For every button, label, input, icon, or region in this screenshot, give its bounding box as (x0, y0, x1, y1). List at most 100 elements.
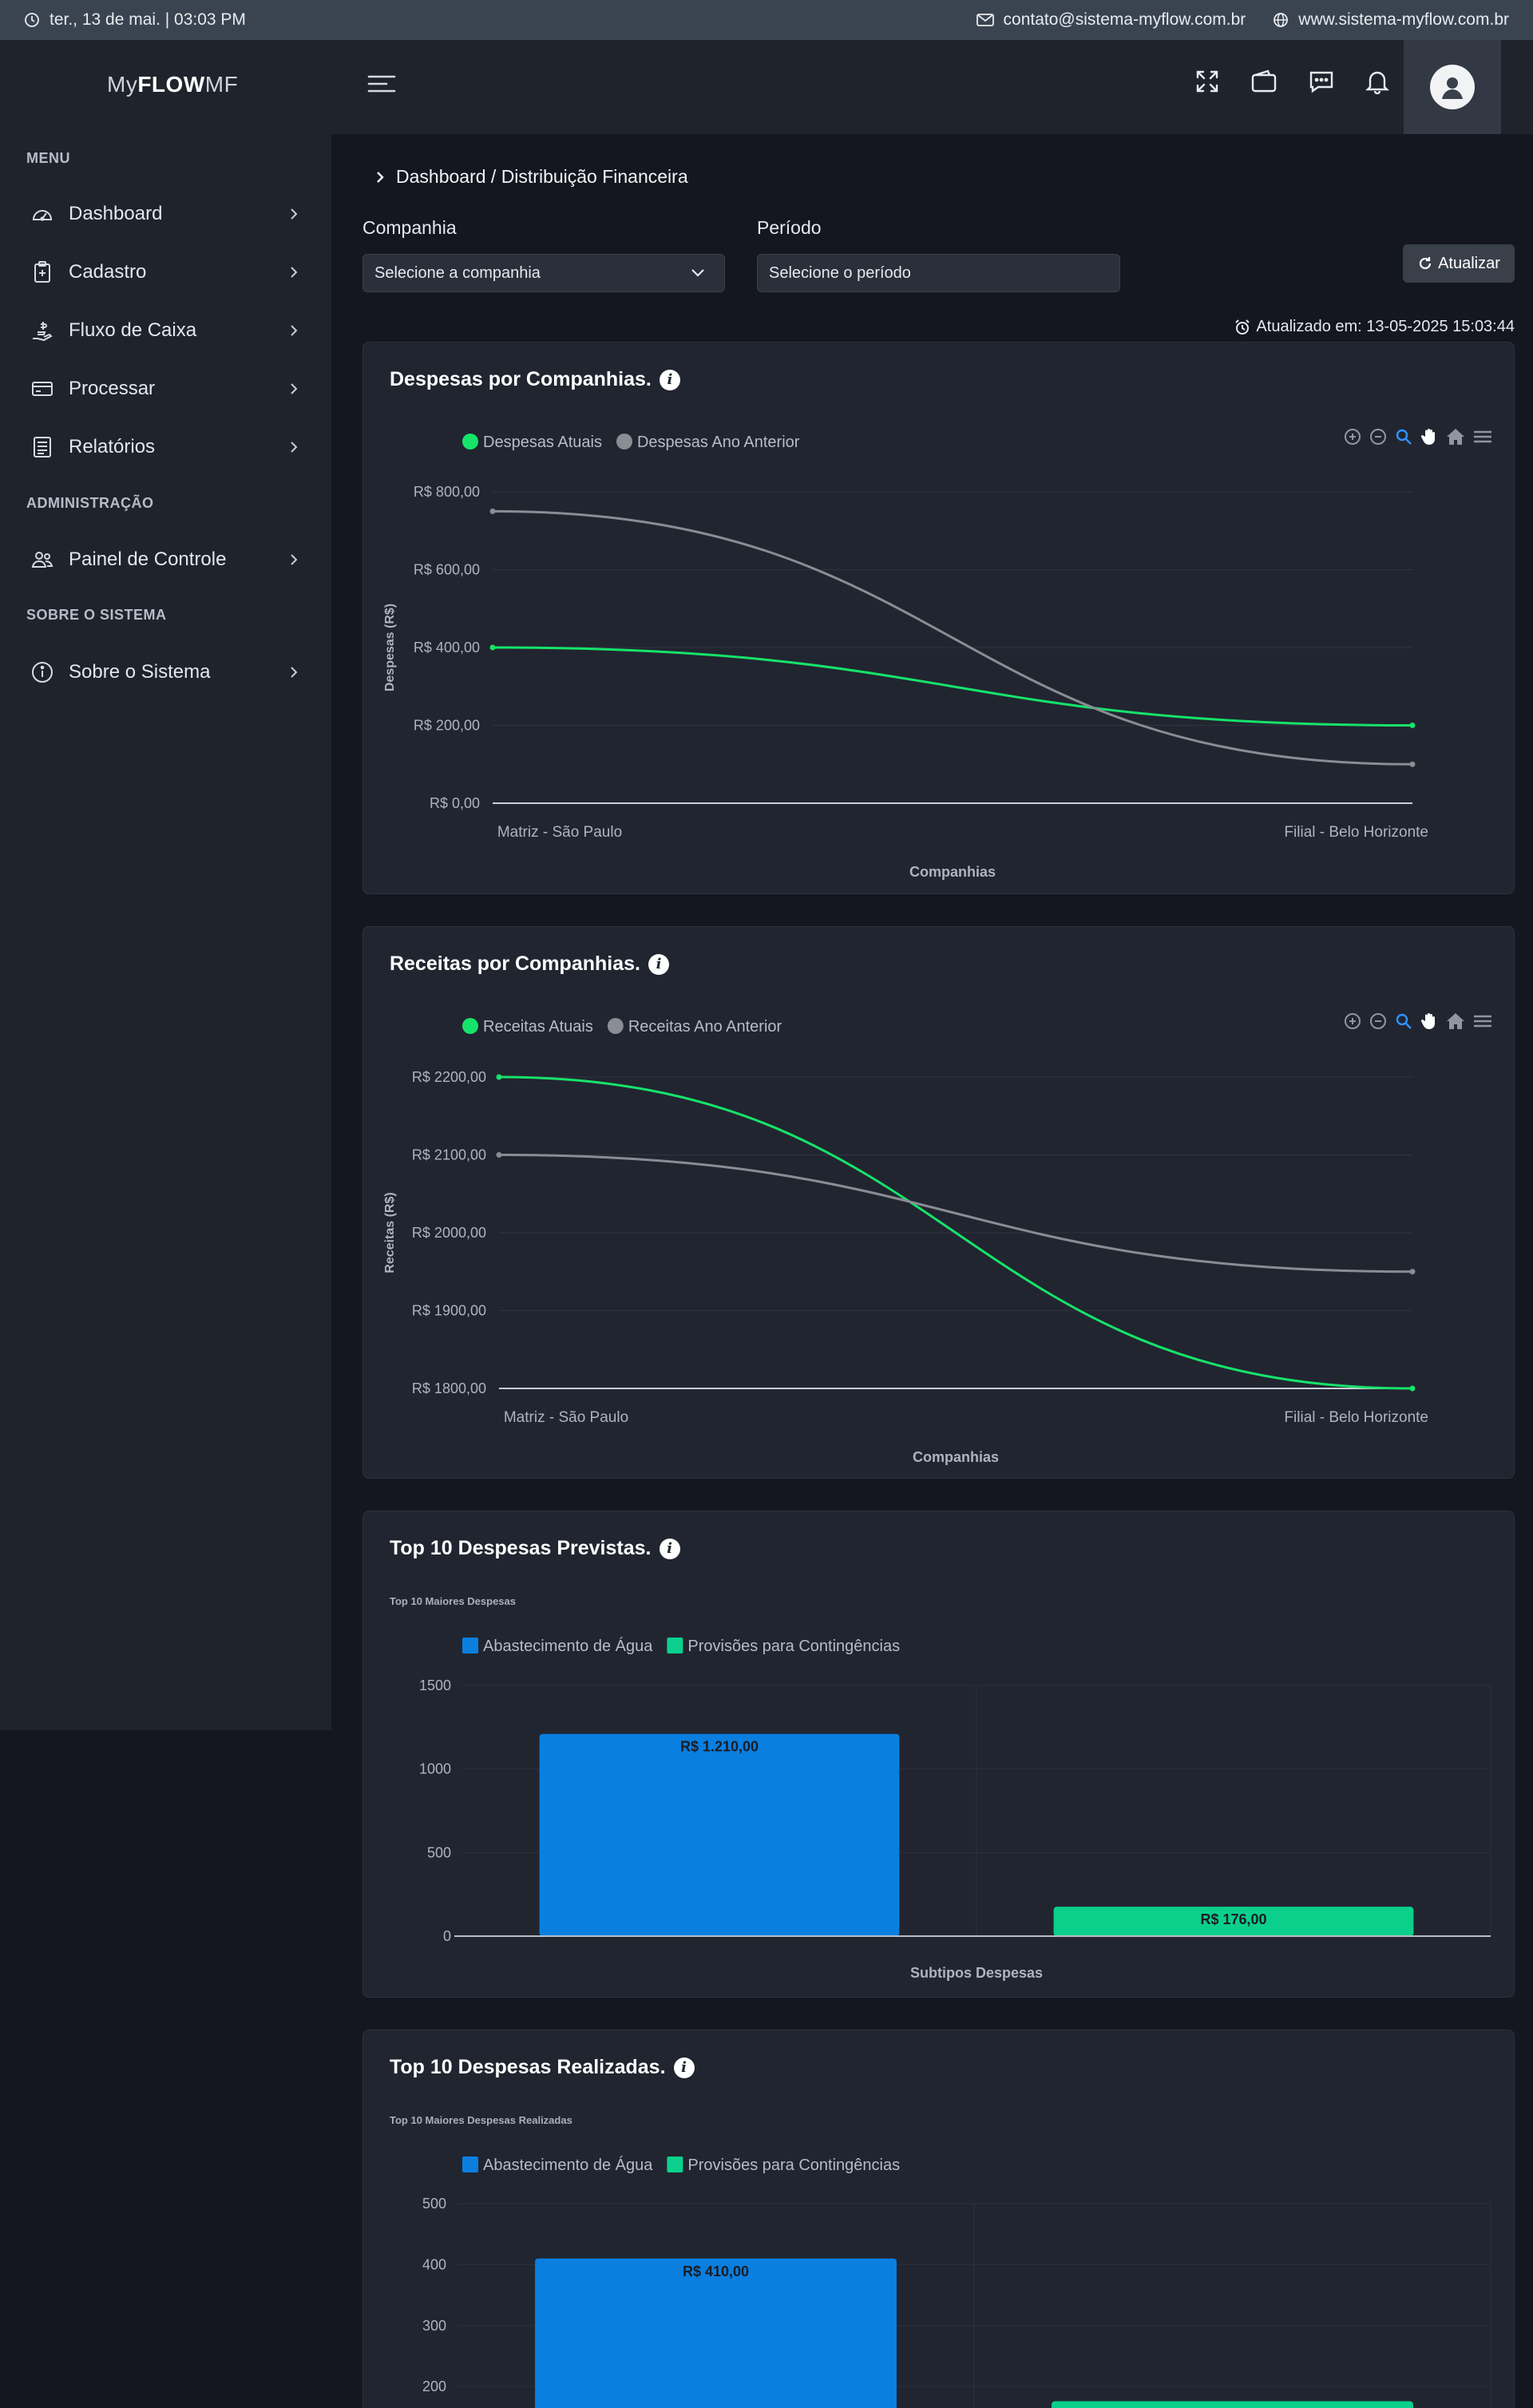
x-axis-title: Subtipos Despesas (910, 1965, 1043, 1981)
chart-title: Receitas por Companhias. i (390, 953, 669, 976)
company-select[interactable]: Selecione a companhia (362, 254, 725, 292)
sidebar-item-fluxo-de-caixa[interactable]: Fluxo de Caixa (0, 307, 331, 354)
mail-icon (976, 13, 994, 27)
y-tick-label: 500 (422, 2196, 446, 2212)
info-icon[interactable]: i (659, 1538, 680, 1559)
expenses-line-chart: Despesas Atuais Despesas Ano Anterior R$ 0… (383, 434, 1428, 880)
y-tick-label: R$ 0,00 (430, 795, 480, 811)
credit-card-icon (30, 377, 54, 401)
chevron-right-icon (289, 382, 299, 395)
data-point (496, 1152, 502, 1158)
menu-icon[interactable] (1472, 427, 1493, 446)
zoom-in-icon[interactable] (1343, 1012, 1362, 1031)
series-line (492, 509, 1413, 766)
info-icon[interactable]: i (659, 369, 680, 390)
zoom-out-icon[interactable] (1369, 427, 1388, 446)
bar (535, 2258, 897, 2408)
chevron-right-icon (289, 266, 299, 279)
wallet-icon[interactable] (1250, 69, 1278, 94)
chart-toolbar (1343, 1012, 1493, 1031)
y-tick-label: R$ 2000,00 (412, 1225, 486, 1241)
home-reset-icon[interactable] (1445, 427, 1466, 446)
y-tick-label: R$ 2200,00 (412, 1069, 486, 1085)
legend-marker (462, 1638, 478, 1654)
y-tick-label: R$ 600,00 (414, 562, 480, 578)
chevron-right-icon (289, 666, 299, 679)
report-icon (30, 435, 54, 459)
y-tick-label: R$ 800,00 (414, 484, 480, 500)
selection-zoom-icon[interactable] (1394, 427, 1413, 446)
x-axis-title: Companhias (913, 1449, 999, 1465)
x-axis-title: Companhias (909, 864, 996, 880)
y-axis-title: Receitas (R$) (383, 1192, 397, 1273)
sidebar-item-relatorios[interactable]: Relatórios (0, 423, 331, 471)
sidebar-item-label: Cadastro (69, 261, 147, 283)
sidebar-item-painel-de-controle[interactable]: Painel de Controle (0, 536, 331, 584)
sidebar-item-dashboard[interactable]: Dashboard (0, 190, 331, 238)
legend-marker (667, 1638, 683, 1654)
sidebar-item-label: Painel de Controle (69, 549, 227, 570)
pan-hand-icon[interactable] (1420, 427, 1439, 446)
chevron-right-icon (289, 324, 299, 337)
zoom-in-icon[interactable] (1343, 427, 1362, 446)
y-tick-label: 300 (422, 2318, 446, 2334)
data-point (1409, 1385, 1416, 1392)
zoom-out-icon[interactable] (1369, 1012, 1388, 1031)
pan-hand-icon[interactable] (1420, 1012, 1439, 1031)
cash-hand-icon (30, 319, 54, 343)
chart-title: Top 10 Despesas Realizadas. i (390, 2056, 695, 2079)
fullscreen-icon[interactable] (1194, 69, 1220, 94)
chart-title: Top 10 Despesas Previstas. i (390, 1537, 680, 1560)
series-line (498, 1154, 1413, 1273)
alarm-clock-icon (1234, 319, 1251, 336)
info-icon[interactable]: i (648, 953, 669, 975)
menu-icon[interactable] (1472, 1012, 1493, 1031)
chart-toolbar (1343, 427, 1493, 446)
home-reset-icon[interactable] (1445, 1012, 1466, 1031)
bar (1053, 1907, 1414, 1936)
x-tick-label: Filial - Belo Horizonte (1284, 824, 1428, 841)
bell-icon[interactable] (1365, 69, 1389, 94)
chat-icon[interactable] (1308, 69, 1335, 94)
bar-value-label: R$ 410,00 (683, 2263, 749, 2279)
period-label: Período (757, 217, 822, 238)
app-logo[interactable]: MyFLOWMF (107, 72, 239, 97)
top-info-bar: ter., 13 de mai. | 03:03 PM contato@sist… (0, 0, 1533, 40)
period-input[interactable]: Selecione o período (757, 254, 1120, 292)
sidebar-item-label: Relatórios (69, 436, 156, 457)
x-tick-label: Matriz - São Paulo (497, 824, 622, 841)
refresh-button-label: Atualizar (1438, 254, 1500, 272)
datetime-text: ter., 13 de mai. | 03:03 PM (50, 10, 246, 29)
info-icon[interactable]: i (673, 2057, 695, 2078)
data-point (489, 508, 496, 514)
user-menu[interactable] (1404, 40, 1501, 134)
selection-zoom-icon[interactable] (1394, 1012, 1413, 1031)
chart-title: Despesas por Companhias. i (390, 368, 680, 391)
data-point (1409, 761, 1416, 767)
sidebar-item-cadastro[interactable]: Cadastro (0, 248, 331, 296)
sidebar-item-sobre-o-sistema[interactable]: Sobre o Sistema (0, 648, 331, 696)
legend-label: Abastecimento de Água (483, 1637, 653, 1655)
website-link[interactable]: www.sistema-myflow.com.br (1298, 10, 1509, 29)
sidebar-item-processar[interactable]: Processar (0, 365, 331, 413)
avatar[interactable] (1430, 65, 1475, 109)
bar (539, 1733, 900, 1936)
chevron-right-icon (289, 208, 299, 220)
section-menu: MENU (26, 150, 70, 166)
y-tick-label: 1000 (419, 1761, 451, 1777)
last-updated: Atualizado em: 13-05-2025 15:03:44 (1234, 318, 1515, 336)
menu-toggle-icon[interactable] (367, 73, 396, 94)
clock-icon (24, 12, 40, 28)
series-line (498, 1075, 1413, 1390)
refresh-icon (1417, 255, 1433, 271)
data-point (1409, 1269, 1416, 1275)
contact-email[interactable]: contato@sistema-myflow.com.br (1003, 10, 1246, 29)
x-tick-label: Matriz - São Paulo (504, 1409, 628, 1426)
legend-label: Provisões para Contingências (687, 1638, 900, 1655)
y-tick-label: R$ 2100,00 (412, 1147, 486, 1163)
legend-marker (462, 2157, 478, 2172)
refresh-button[interactable]: Atualizar (1403, 244, 1515, 283)
sidebar-item-label: Fluxo de Caixa (69, 319, 197, 341)
x-tick-label: Filial - Belo Horizonte (1284, 1409, 1428, 1426)
legend-label: Abastecimento de Água (483, 2156, 653, 2174)
